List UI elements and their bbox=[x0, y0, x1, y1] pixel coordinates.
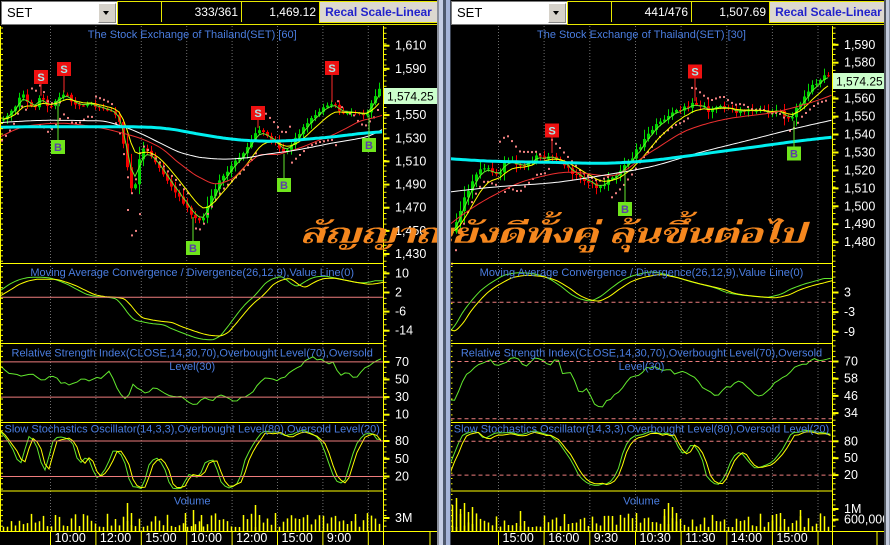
svg-text:1,520: 1,520 bbox=[844, 163, 875, 177]
svg-text:Volume: Volume bbox=[174, 496, 211, 508]
svg-text:1,470: 1,470 bbox=[395, 201, 426, 215]
svg-text:1,550: 1,550 bbox=[844, 110, 875, 124]
svg-text:70: 70 bbox=[844, 355, 858, 369]
svg-text:1,510: 1,510 bbox=[844, 181, 875, 195]
svg-text:10: 10 bbox=[395, 408, 409, 422]
svg-text:10:00: 10:00 bbox=[191, 531, 222, 545]
svg-text:9:00: 9:00 bbox=[327, 531, 351, 545]
svg-text:1,490: 1,490 bbox=[395, 178, 426, 192]
svg-text:9:30: 9:30 bbox=[594, 531, 618, 545]
svg-text:B: B bbox=[280, 180, 288, 192]
svg-text:Relative Strength Index(CLOSE,: Relative Strength Index(CLOSE,14,30,70),… bbox=[12, 348, 373, 360]
svg-text:S: S bbox=[37, 72, 44, 84]
svg-text:Moving Average Convergence / D: Moving Average Convergence / Divergence(… bbox=[30, 267, 354, 279]
svg-text:20: 20 bbox=[395, 470, 409, 484]
svg-text:B: B bbox=[790, 149, 798, 161]
svg-text:80: 80 bbox=[844, 434, 858, 448]
svg-text:-6: -6 bbox=[395, 305, 406, 319]
svg-text:80: 80 bbox=[395, 434, 409, 448]
svg-text:58: 58 bbox=[844, 372, 858, 386]
svg-text:Moving Average Convergence / D: Moving Average Convergence / Divergence(… bbox=[480, 267, 804, 279]
svg-text:34: 34 bbox=[844, 406, 858, 420]
svg-text:3: 3 bbox=[844, 286, 851, 300]
svg-text:The Stock Exchange of Thailand: The Stock Exchange of Thailand(SET) [60] bbox=[88, 29, 297, 41]
svg-text:1,430: 1,430 bbox=[395, 247, 426, 261]
svg-text:Volume: Volume bbox=[623, 496, 660, 508]
svg-text:Level(30): Level(30) bbox=[169, 361, 215, 373]
svg-text:600,000: 600,000 bbox=[844, 513, 889, 527]
svg-text:30: 30 bbox=[395, 390, 409, 404]
svg-text:12:00: 12:00 bbox=[236, 531, 267, 545]
svg-text:50: 50 bbox=[395, 452, 409, 466]
svg-text:1,590: 1,590 bbox=[395, 62, 426, 76]
svg-text:14:00: 14:00 bbox=[731, 531, 762, 545]
svg-text:20: 20 bbox=[844, 468, 858, 482]
svg-text:1,574.25: 1,574.25 bbox=[387, 90, 434, 104]
svg-text:Relative Strength Index(CLOSE,: Relative Strength Index(CLOSE,14,30,70),… bbox=[461, 348, 822, 360]
svg-text:11:30: 11:30 bbox=[685, 531, 715, 545]
svg-text:-9: -9 bbox=[844, 325, 855, 339]
svg-text:S: S bbox=[328, 63, 335, 75]
svg-text:B: B bbox=[365, 140, 373, 152]
svg-text:-3: -3 bbox=[844, 305, 855, 319]
svg-text:1,590: 1,590 bbox=[844, 38, 875, 52]
svg-text:1,530: 1,530 bbox=[844, 146, 875, 160]
svg-text:1,560: 1,560 bbox=[844, 92, 875, 106]
svg-text:16:00: 16:00 bbox=[548, 531, 579, 545]
svg-text:1,530: 1,530 bbox=[395, 131, 426, 145]
svg-text:12:00: 12:00 bbox=[100, 531, 131, 545]
svg-text:Slow Stochastics Oscillator(14: Slow Stochastics Oscillator(14,3,3),Over… bbox=[4, 424, 379, 436]
svg-text:1,550: 1,550 bbox=[395, 108, 426, 122]
svg-text:10:00: 10:00 bbox=[55, 531, 86, 545]
svg-text:15:00: 15:00 bbox=[282, 531, 313, 545]
svg-text:3M: 3M bbox=[395, 511, 412, 525]
svg-text:1,574.25: 1,574.25 bbox=[836, 75, 883, 89]
svg-text:1,480: 1,480 bbox=[844, 235, 875, 249]
svg-text:1,500: 1,500 bbox=[844, 199, 875, 213]
svg-text:10:30: 10:30 bbox=[640, 531, 671, 545]
svg-text:10: 10 bbox=[395, 266, 409, 280]
svg-text:B: B bbox=[54, 142, 62, 154]
svg-text:S: S bbox=[254, 108, 261, 120]
svg-text:1M: 1M bbox=[844, 502, 861, 516]
svg-text:50: 50 bbox=[844, 451, 858, 465]
svg-text:2: 2 bbox=[395, 286, 402, 300]
svg-text:70: 70 bbox=[395, 355, 409, 369]
svg-text:15:00: 15:00 bbox=[776, 531, 807, 545]
svg-text:S: S bbox=[691, 67, 698, 79]
svg-text:15:00: 15:00 bbox=[503, 531, 534, 545]
svg-text:1,510: 1,510 bbox=[395, 154, 426, 168]
svg-text:B: B bbox=[621, 204, 629, 216]
svg-text:1,450: 1,450 bbox=[395, 224, 426, 238]
svg-text:S: S bbox=[60, 64, 67, 76]
svg-text:Level(30): Level(30) bbox=[619, 361, 665, 373]
svg-text:B: B bbox=[189, 243, 197, 255]
svg-text:1,610: 1,610 bbox=[395, 39, 426, 53]
svg-text:Slow Stochastics Oscillator(14: Slow Stochastics Oscillator(14,3,3),Over… bbox=[454, 424, 829, 436]
svg-text:15:00: 15:00 bbox=[145, 531, 176, 545]
svg-text:46: 46 bbox=[844, 389, 858, 403]
svg-text:-14: -14 bbox=[395, 324, 413, 338]
svg-text:1,490: 1,490 bbox=[844, 217, 875, 231]
svg-text:1,580: 1,580 bbox=[844, 56, 875, 70]
svg-text:The Stock Exchange of Thailand: The Stock Exchange of Thailand(SET) [30] bbox=[537, 29, 746, 41]
svg-text:S: S bbox=[548, 126, 555, 138]
svg-text:50: 50 bbox=[395, 373, 409, 387]
svg-text:1,540: 1,540 bbox=[844, 128, 875, 142]
